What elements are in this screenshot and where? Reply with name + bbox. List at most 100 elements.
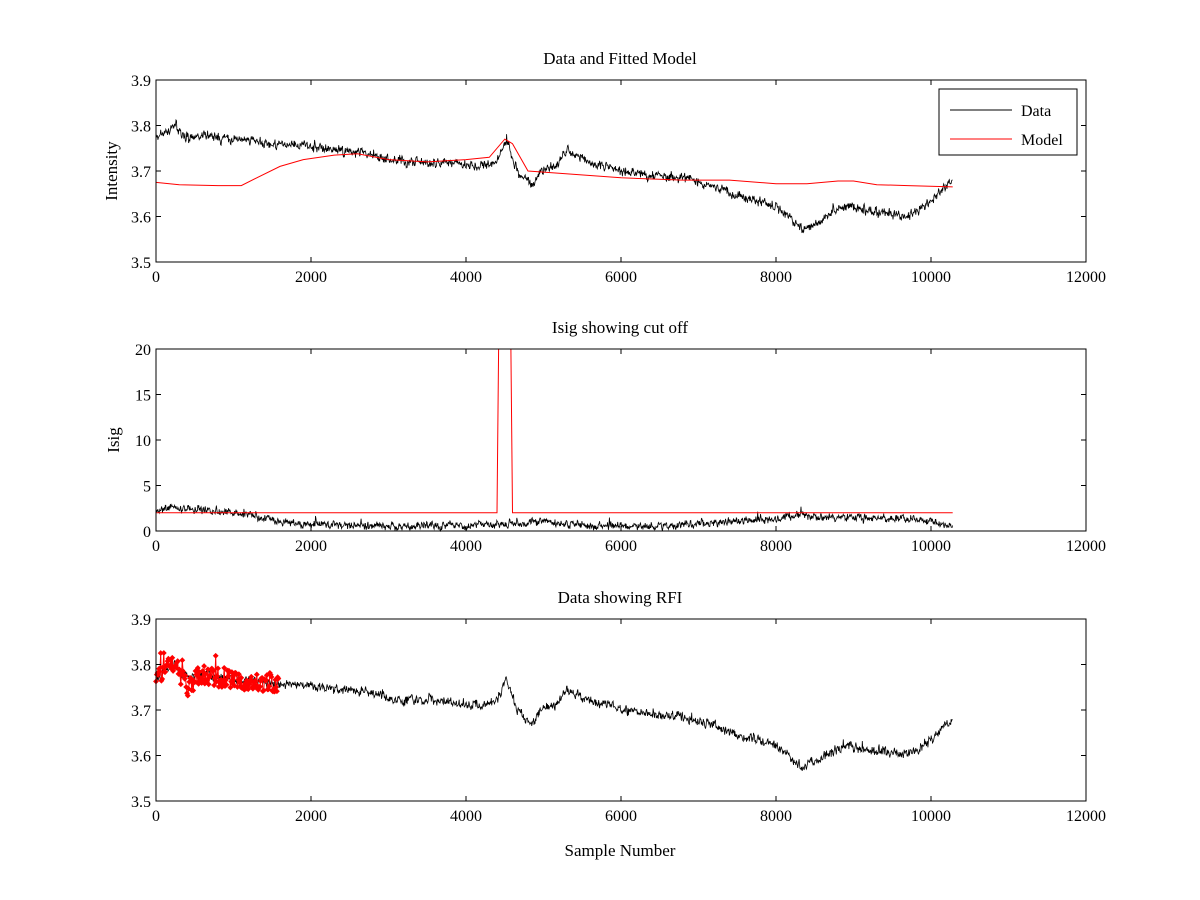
rfi-point xyxy=(194,665,201,671)
x-tick-label: 10000 xyxy=(911,269,951,286)
x-tick-label: 0 xyxy=(152,808,160,825)
legend-model-label: Model xyxy=(1021,132,1063,149)
x-tick-label: 0 xyxy=(152,538,160,555)
rfi-point xyxy=(156,668,163,675)
x-tick-label: 4000 xyxy=(450,808,482,825)
rfi-point xyxy=(182,672,189,679)
rfi-point xyxy=(252,677,259,684)
rfi-point xyxy=(207,672,214,678)
x-tick-label: 2000 xyxy=(295,538,327,555)
y-tick-label: 3.8 xyxy=(131,658,151,675)
rfi-point xyxy=(160,650,167,656)
panel-data-rfi: Data showing RFI 0 2000 4000 6000 8000 10000 1… xyxy=(131,588,1106,860)
y-tick-label: 3.9 xyxy=(131,73,151,90)
panel-isig-cutoff: Isig showing cut off Isig 0 2000 4000 6000 8… xyxy=(104,318,1106,555)
rfi-point xyxy=(179,657,186,664)
rfi-point xyxy=(266,683,273,690)
rfi-point xyxy=(235,671,242,678)
panel-3-xlabel: Sample Number xyxy=(565,841,676,860)
rfi-point xyxy=(275,675,282,682)
rfi-point xyxy=(184,692,191,699)
rfi-point xyxy=(177,681,184,688)
panel-1-series-layer xyxy=(155,118,953,234)
x-tick-label: 12000 xyxy=(1066,269,1106,286)
rfi-point xyxy=(273,688,280,695)
x-tick-label: 6000 xyxy=(605,808,637,825)
rfi-point xyxy=(221,664,228,671)
x-tick-label: 12000 xyxy=(1066,538,1106,555)
rfi-point xyxy=(214,673,221,680)
x-tick-label: 6000 xyxy=(605,269,637,286)
rfi-point xyxy=(211,682,218,689)
rfi-point xyxy=(238,674,245,681)
rfi-point xyxy=(176,666,183,673)
rfi-point xyxy=(268,674,275,680)
x-tick-label: 4000 xyxy=(450,269,482,286)
y-tick-label: 3.7 xyxy=(131,164,151,181)
rfi-point xyxy=(248,673,255,680)
rfi-point xyxy=(210,667,217,674)
x-tick-label: 6000 xyxy=(605,538,637,555)
legend-data-label: Data xyxy=(1021,103,1051,120)
x-tick-label: 0 xyxy=(152,269,160,286)
panel-2-ticks: 0 2000 4000 6000 8000 10000 12000 0 5 10 15 20 xyxy=(135,342,1106,555)
y-tick-label: 15 xyxy=(135,388,151,405)
rfi-point xyxy=(169,654,176,661)
y-tick-label: 3.5 xyxy=(131,794,151,811)
y-tick-label: 3.6 xyxy=(131,749,151,766)
series-data-line xyxy=(155,659,953,771)
x-tick-label: 2000 xyxy=(295,808,327,825)
y-tick-label: 3.5 xyxy=(131,255,151,272)
rfi-point xyxy=(215,665,221,672)
rfi-point xyxy=(212,652,219,659)
panel-data-and-model: Data and Fitted Model Intensity 0 2000 400… xyxy=(102,49,1106,286)
rfi-point xyxy=(199,668,206,675)
y-tick-label: 3.9 xyxy=(131,612,151,629)
panel-1-ylabel: Intensity xyxy=(102,141,121,201)
y-tick-label: 3.8 xyxy=(131,119,151,136)
panel-3-ticks: 0 2000 4000 6000 8000 10000 12000 3.5 3.6 3.7 3.8 3… xyxy=(131,612,1106,825)
rfi-point xyxy=(202,670,209,677)
series-isig-line xyxy=(155,503,953,533)
panel-3-title: Data showing RFI xyxy=(558,588,683,607)
rfi-point xyxy=(245,686,252,693)
panel-1-title: Data and Fitted Model xyxy=(543,49,697,68)
rfi-point xyxy=(201,663,208,670)
rfi-point xyxy=(190,687,197,694)
x-tick-label: 10000 xyxy=(911,808,951,825)
y-tick-label: 20 xyxy=(135,342,151,359)
rfi-point xyxy=(263,677,270,683)
y-tick-label: 10 xyxy=(135,433,151,450)
panel-2-title: Isig showing cut off xyxy=(552,318,688,337)
panel-2-ylabel: Isig xyxy=(104,427,123,453)
y-tick-label: 0 xyxy=(143,524,151,541)
rfi-point xyxy=(223,681,230,688)
rfi-point xyxy=(174,658,181,665)
legend-box xyxy=(938,88,1078,156)
y-tick-label: 3.7 xyxy=(131,703,151,720)
rfi-point xyxy=(225,673,232,680)
y-tick-label: 5 xyxy=(143,479,151,496)
rfi-point xyxy=(256,683,263,690)
x-tick-label: 8000 xyxy=(760,538,792,555)
panel-1-ticks: 0 2000 4000 6000 8000 10000 12000 3.5 3.6 3.7 3.8 3… xyxy=(131,73,1106,286)
rfi-point xyxy=(205,681,212,688)
x-tick-label: 8000 xyxy=(760,269,792,286)
series-data-line xyxy=(155,118,953,234)
x-tick-label: 10000 xyxy=(911,538,951,555)
series-rfi-markers xyxy=(153,650,282,699)
series-model-line xyxy=(155,138,953,188)
rfi-point xyxy=(162,668,169,675)
x-tick-label: 8000 xyxy=(760,808,792,825)
legend: Data Model xyxy=(938,88,1078,156)
y-tick-label: 3.6 xyxy=(131,210,151,227)
rfi-point xyxy=(227,684,234,691)
panel-3-series-layer xyxy=(153,650,953,771)
rfi-point xyxy=(193,671,200,678)
x-tick-label: 2000 xyxy=(295,269,327,286)
x-tick-label: 4000 xyxy=(450,538,482,555)
x-tick-label: 12000 xyxy=(1066,808,1106,825)
rfi-point xyxy=(253,671,260,678)
rfi-point xyxy=(159,676,166,682)
